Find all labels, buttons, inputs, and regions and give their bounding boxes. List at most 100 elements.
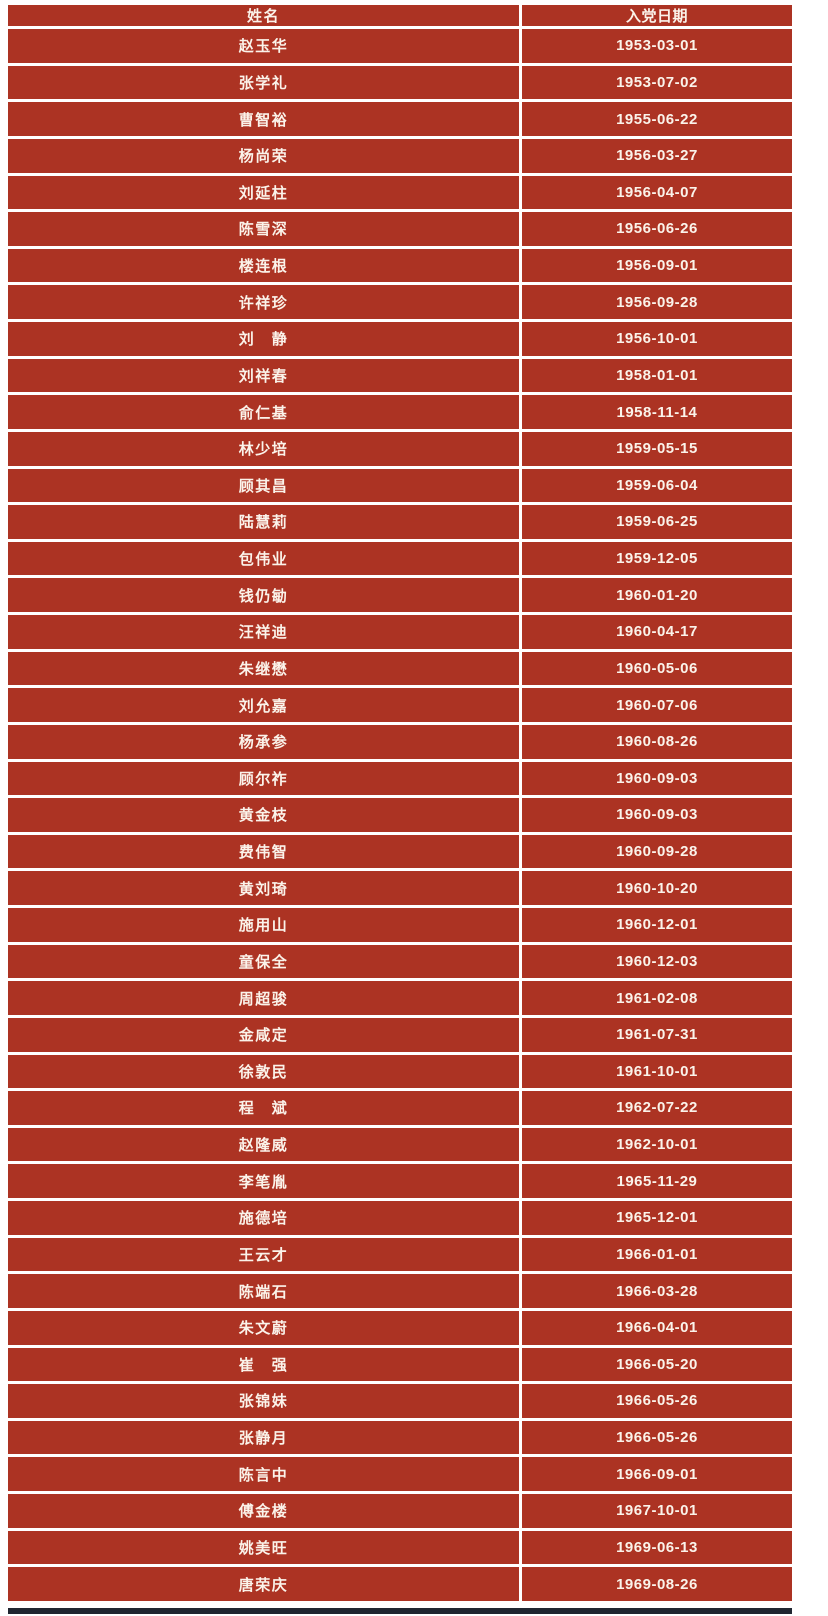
join-date: 1962-10-01 [518, 1124, 796, 1165]
member-name: 林少培 [5, 428, 522, 469]
table-row: 周超骏 1961-02-08 [5, 978, 796, 1018]
table-row: 曹智裕 1955-06-22 [5, 99, 796, 139]
member-name: 杨尚荣 [5, 135, 522, 176]
join-date: 1956-10-01 [518, 319, 796, 359]
table-row: 顾其昌 1959-06-04 [5, 465, 796, 506]
party-members-table: 姓名 入党日期 赵玉华 1953-03-01 张学礼 1953-07-02 曹智… [5, 2, 796, 1604]
join-date: 1961-07-31 [518, 1014, 796, 1055]
member-name: 汪祥迪 [5, 612, 522, 652]
table-row: 许祥珍 1956-09-28 [5, 282, 796, 322]
member-name: 张锦妹 [5, 1381, 522, 1421]
table-row: 陆慧莉 1959-06-25 [5, 502, 796, 542]
join-date: 1956-06-26 [518, 209, 796, 249]
join-date: 1965-11-29 [518, 1161, 796, 1201]
column-header-name: 姓名 [5, 2, 522, 29]
table-row: 施用山 1960-12-01 [5, 905, 796, 945]
table-header: 姓名 入党日期 [5, 2, 796, 29]
join-date: 1967-10-01 [518, 1491, 796, 1531]
member-name: 许祥珍 [5, 282, 522, 322]
join-date: 1966-05-26 [518, 1417, 796, 1458]
table-row: 徐敦民 1961-10-01 [5, 1051, 796, 1092]
table-row: 陈雪深 1956-06-26 [5, 209, 796, 249]
table-row: 李笔胤 1965-11-29 [5, 1161, 796, 1201]
table-row: 俞仁基 1958-11-14 [5, 392, 796, 432]
join-date: 1966-05-20 [518, 1344, 796, 1385]
table-row: 楼连根 1956-09-01 [5, 245, 796, 286]
member-name: 刘允嘉 [5, 685, 522, 725]
join-date: 1960-08-26 [518, 721, 796, 762]
table-row: 傅金楼 1967-10-01 [5, 1491, 796, 1531]
join-date: 1958-11-14 [518, 392, 796, 432]
member-name: 曹智裕 [5, 99, 522, 139]
table-row: 赵玉华 1953-03-01 [5, 26, 796, 66]
join-date: 1959-05-15 [518, 428, 796, 469]
table-row: 林少培 1959-05-15 [5, 428, 796, 469]
member-name: 刘祥春 [5, 355, 522, 396]
table-row: 黄刘琦 1960-10-20 [5, 868, 796, 908]
member-name: 费伟智 [5, 831, 522, 872]
member-name: 童保全 [5, 941, 522, 982]
member-name: 李笔胤 [5, 1161, 522, 1201]
join-date: 1966-01-01 [518, 1234, 796, 1275]
join-date: 1960-05-06 [518, 648, 796, 689]
join-date: 1966-05-26 [518, 1381, 796, 1421]
member-name: 刘 静 [5, 319, 522, 359]
member-name: 陈雪深 [5, 209, 522, 249]
table-row: 金咸定 1961-07-31 [5, 1014, 796, 1055]
join-date: 1969-08-26 [518, 1564, 796, 1604]
join-date: 1969-06-13 [518, 1527, 796, 1568]
join-date: 1960-09-28 [518, 831, 796, 872]
join-date: 1956-03-27 [518, 135, 796, 176]
join-date: 1959-06-04 [518, 465, 796, 506]
join-date: 1960-01-20 [518, 575, 796, 615]
member-name: 黄金枝 [5, 795, 522, 835]
join-date: 1953-07-02 [518, 62, 796, 103]
member-name: 陆慧莉 [5, 502, 522, 542]
member-name: 施德培 [5, 1198, 522, 1238]
table-row: 唐荣庆 1969-08-26 [5, 1564, 796, 1604]
table-row: 钱仍勄 1960-01-20 [5, 575, 796, 615]
table-row: 张锦妹 1966-05-26 [5, 1381, 796, 1421]
join-date: 1966-03-28 [518, 1271, 796, 1311]
join-date: 1953-03-01 [518, 26, 796, 66]
join-date: 1959-12-05 [518, 538, 796, 579]
header-row: 姓名 入党日期 [5, 2, 796, 29]
member-name: 姚美旺 [5, 1527, 522, 1568]
member-name: 王云才 [5, 1234, 522, 1275]
join-date: 1960-04-17 [518, 612, 796, 652]
join-date: 1959-06-25 [518, 502, 796, 542]
join-date: 1956-09-01 [518, 245, 796, 286]
join-date: 1966-04-01 [518, 1307, 796, 1348]
member-name: 朱文蔚 [5, 1307, 522, 1348]
table-row: 崔 强 1966-05-20 [5, 1344, 796, 1385]
join-date: 1956-04-07 [518, 172, 796, 213]
table-row: 陈端石 1966-03-28 [5, 1271, 796, 1311]
table-row: 刘延柱 1956-04-07 [5, 172, 796, 213]
table-row: 陈言中 1966-09-01 [5, 1454, 796, 1494]
member-name: 顾尔祚 [5, 758, 522, 799]
member-name: 唐荣庆 [5, 1564, 522, 1604]
member-name: 施用山 [5, 905, 522, 945]
member-name: 张学礼 [5, 62, 522, 103]
table-row: 施德培 1965-12-01 [5, 1198, 796, 1238]
member-name: 赵隆威 [5, 1124, 522, 1165]
table-row: 汪祥迪 1960-04-17 [5, 612, 796, 652]
join-date: 1960-09-03 [518, 795, 796, 835]
join-date: 1961-02-08 [518, 978, 796, 1018]
member-name: 朱继懋 [5, 648, 522, 689]
table-row: 刘祥春 1958-01-01 [5, 355, 796, 396]
join-date: 1960-12-01 [518, 905, 796, 945]
member-name: 顾其昌 [5, 465, 522, 506]
member-name: 周超骏 [5, 978, 522, 1018]
table-row: 杨尚荣 1956-03-27 [5, 135, 796, 176]
member-name: 傅金楼 [5, 1491, 522, 1531]
table-row: 刘 静 1956-10-01 [5, 319, 796, 359]
bottom-edge-bar [8, 1608, 792, 1614]
member-name: 陈端石 [5, 1271, 522, 1311]
member-name: 黄刘琦 [5, 868, 522, 908]
join-date: 1960-12-03 [518, 941, 796, 982]
join-date: 1966-09-01 [518, 1454, 796, 1494]
table-row: 童保全 1960-12-03 [5, 941, 796, 982]
member-name: 赵玉华 [5, 26, 522, 66]
table-row: 顾尔祚 1960-09-03 [5, 758, 796, 799]
